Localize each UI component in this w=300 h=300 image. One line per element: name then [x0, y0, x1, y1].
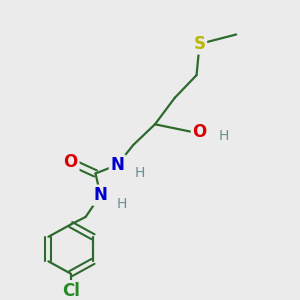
Text: H: H	[117, 197, 128, 211]
Text: H: H	[218, 129, 229, 142]
Text: N: N	[110, 156, 124, 174]
Text: N: N	[94, 186, 107, 204]
Text: O: O	[192, 123, 207, 141]
Text: O: O	[64, 153, 78, 171]
Text: H: H	[135, 167, 145, 180]
Text: Cl: Cl	[62, 282, 80, 300]
Text: S: S	[194, 35, 206, 53]
